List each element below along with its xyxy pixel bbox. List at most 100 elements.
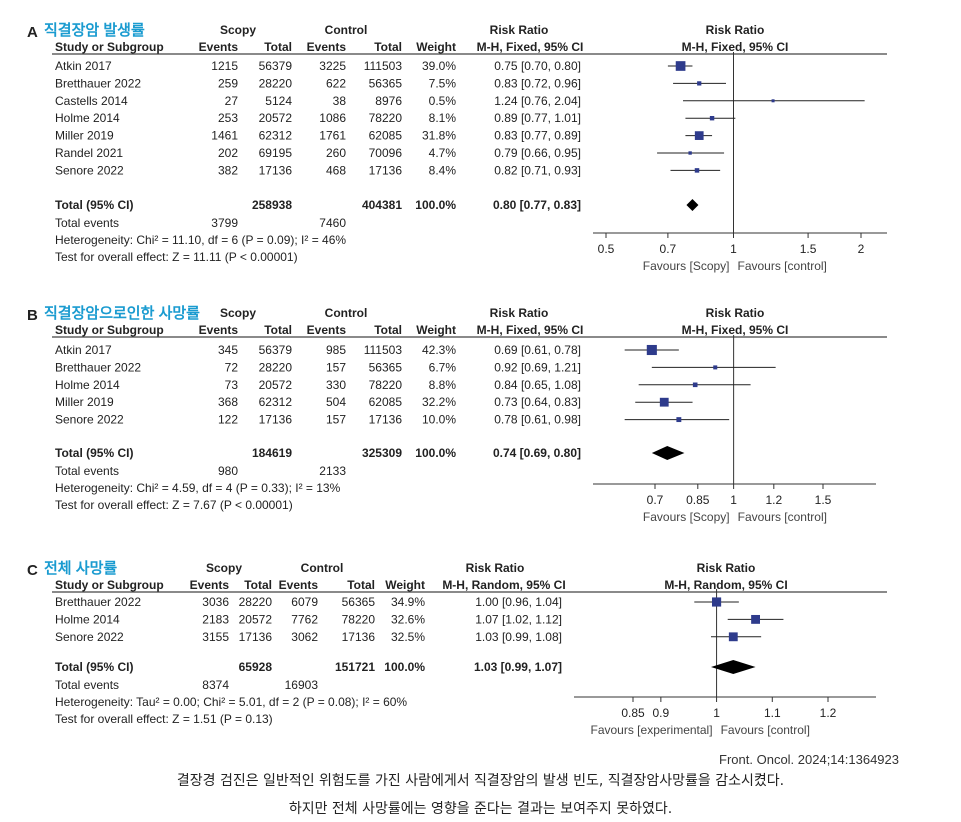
panel-b-row-4-total1: 62312 bbox=[259, 395, 293, 409]
panel-b-header-risk-ratio: Risk Ratio bbox=[490, 306, 549, 320]
panel-c-overall-effect: Test for overall effect: Z = 1.51 (P = 0… bbox=[55, 712, 273, 726]
panel-c-row-2-events2: 7762 bbox=[291, 612, 318, 626]
panel-c-row-3-events1: 3155 bbox=[202, 630, 229, 644]
panel-a-row-4-events1: 253 bbox=[218, 111, 238, 125]
panel-b-total-events1: 980 bbox=[218, 464, 238, 478]
panel-a-header-plot-risk-ratio: Risk Ratio bbox=[706, 23, 765, 37]
panel-b-total-weight: 100.0% bbox=[415, 446, 456, 460]
panel-a-header-events2: Events bbox=[307, 40, 347, 54]
panel-b-letter: B bbox=[27, 307, 38, 324]
panel-b-row-4-ci: 0.73 [0.64, 0.83] bbox=[494, 395, 581, 409]
panel-c-row-3-study-name: Senore 2022 bbox=[55, 630, 124, 644]
panel-c-row-3-point-marker bbox=[728, 632, 738, 642]
panel-a-letter: A bbox=[27, 24, 38, 41]
panel-a-row-2-weight: 7.5% bbox=[429, 76, 457, 90]
panel-b-overall-effect: Test for overall effect: Z = 7.67 (P < 0… bbox=[55, 498, 293, 512]
panel-a-total-total2: 404381 bbox=[362, 198, 402, 212]
panel-b-header-plot-risk-ratio: Risk Ratio bbox=[706, 306, 765, 320]
panel-c-x-tick-label: 1.1 bbox=[764, 706, 781, 720]
panel-c-header-group2: Control bbox=[301, 561, 344, 575]
panel-c-x-tick-label: 0.9 bbox=[653, 706, 670, 720]
panel-a-row-5-total2: 62085 bbox=[369, 129, 403, 143]
panel-c-header-plot-method: M-H, Random, 95% CI bbox=[664, 578, 787, 592]
panel-b-total-ci: 0.74 [0.69, 0.80] bbox=[493, 446, 581, 460]
panel-c-row-2-point-marker bbox=[751, 614, 760, 624]
panel-a-row-3-events1: 27 bbox=[225, 94, 239, 108]
panel-a-x-tick-label: 0.7 bbox=[660, 242, 677, 256]
panel-c-total-events-label: Total events bbox=[55, 678, 119, 692]
panel-c-header-weight: Weight bbox=[385, 578, 425, 592]
panel-a-row-5-point-marker bbox=[694, 131, 704, 140]
panel-a-row-5-weight: 31.8% bbox=[422, 129, 456, 143]
panel-b-row-1-ci: 0.69 [0.61, 0.78] bbox=[494, 343, 581, 357]
panel-a-row-2-total2: 56365 bbox=[369, 76, 403, 90]
panel-b-row-1-study-name: Atkin 2017 bbox=[55, 343, 112, 357]
panel-b-row-1-events2: 985 bbox=[326, 343, 346, 357]
panel-b-row-2-study-name: Bretthauer 2022 bbox=[55, 360, 141, 374]
panel-c-pooled-diamond bbox=[711, 660, 756, 674]
panel-c-favours-right: Favours [control] bbox=[721, 723, 810, 737]
panel-c-row-2-total1: 20572 bbox=[239, 612, 273, 626]
panel-c-total-events2: 16903 bbox=[285, 678, 319, 692]
panel-b-row-3-total1: 20572 bbox=[259, 378, 293, 392]
panel-b-pooled-diamond bbox=[651, 446, 685, 460]
panel-a-total-label: Total (95% CI) bbox=[55, 198, 133, 212]
panel-c-total-label: Total (95% CI) bbox=[55, 660, 133, 674]
panel-c-row-1-point-marker bbox=[711, 597, 722, 607]
panel-b-row-1-weight: 42.3% bbox=[422, 343, 456, 357]
panel-a-row-1-total1: 56379 bbox=[259, 59, 293, 73]
panel-c-total-weight: 100.0% bbox=[384, 660, 425, 674]
panel-b-total-total2: 325309 bbox=[362, 446, 402, 460]
panel-a-row-4-total2: 78220 bbox=[369, 111, 403, 125]
panel-c-header-total1: Total bbox=[244, 578, 272, 592]
panel-a-header-plot-method: M-H, Fixed, 95% CI bbox=[682, 40, 789, 54]
panel-a-row-6-weight: 4.7% bbox=[429, 146, 457, 160]
panel-a-row-3-events2: 38 bbox=[333, 94, 347, 108]
panel-b-row-4-point-marker bbox=[659, 397, 669, 407]
panel-b-row-5-weight: 10.0% bbox=[422, 413, 456, 427]
panel-a-row-5-total1: 62312 bbox=[259, 129, 293, 143]
panel-a-row-1-total2: 111503 bbox=[364, 59, 403, 73]
panel-c-favours-left: Favours [experimental] bbox=[591, 723, 713, 737]
panel-b-row-3-ci: 0.84 [0.65, 1.08] bbox=[494, 378, 581, 392]
panel-b-row-3-point-marker bbox=[692, 382, 698, 388]
panel-c-row-1-events1: 3036 bbox=[202, 595, 229, 609]
panel-c-row-1-events2: 6079 bbox=[291, 595, 318, 609]
panel-a-row-5-ci: 0.83 [0.77, 0.89] bbox=[494, 129, 581, 143]
panel-a-row-1-study-name: Atkin 2017 bbox=[55, 59, 112, 73]
panel-c-header-group1: Scopy bbox=[206, 561, 242, 575]
panel-b-row-2-weight: 6.7% bbox=[429, 360, 457, 374]
panel-a-row-4-study-name: Holme 2014 bbox=[55, 111, 120, 125]
panel-a-header-total2: Total bbox=[374, 40, 402, 54]
panel-a-total-total1: 258938 bbox=[252, 198, 292, 212]
panel-a-x-tick-label: 1.5 bbox=[800, 242, 817, 256]
panel-a-row-1-events2: 3225 bbox=[319, 59, 346, 73]
panel-a-row-7-total1: 17136 bbox=[259, 163, 293, 177]
panel-b-total-label: Total (95% CI) bbox=[55, 446, 133, 460]
panel-c-x-tick-label: 1.2 bbox=[820, 706, 837, 720]
panel-b-row-1-total2: 111503 bbox=[364, 343, 403, 357]
panel-a-x-tick-label: 1 bbox=[730, 242, 737, 256]
panel-a-row-2-study-name: Bretthauer 2022 bbox=[55, 76, 141, 90]
panel-b-header-method: M-H, Fixed, 95% CI bbox=[477, 323, 584, 337]
panel-b-total-events-label: Total events bbox=[55, 464, 119, 478]
panel-a-row-6-events2: 260 bbox=[326, 146, 346, 160]
panel-b-row-2-total2: 56365 bbox=[369, 360, 403, 374]
panel-a-row-7-study-name: Senore 2022 bbox=[55, 163, 124, 177]
panel-c-total-total1: 65928 bbox=[239, 660, 273, 674]
panel-b-header-study: Study or Subgroup bbox=[55, 323, 164, 337]
panel-c-row-2-ci: 1.07 [1.02, 1.12] bbox=[475, 612, 562, 626]
panel-b-favours-left: Favours [Scopy] bbox=[643, 510, 730, 524]
panel-a-row-7-events1: 382 bbox=[218, 163, 238, 177]
panel-c-row-1-total1: 28220 bbox=[239, 595, 273, 609]
panel-b-row-4-events1: 368 bbox=[218, 395, 238, 409]
panel-c-total-events1: 8374 bbox=[202, 678, 229, 692]
panel-b-row-4-events2: 504 bbox=[326, 395, 346, 409]
panel-c-x-tick-label: 1 bbox=[713, 706, 720, 720]
panel-a-pooled-diamond bbox=[686, 199, 699, 211]
panel-a-header-events1: Events bbox=[199, 40, 239, 54]
panel-a-row-7-events2: 468 bbox=[326, 163, 346, 177]
panel-b-row-1-events1: 345 bbox=[218, 343, 238, 357]
panel-a-header-risk-ratio: Risk Ratio bbox=[490, 23, 549, 37]
panel-b-header-group2: Control bbox=[325, 306, 368, 320]
